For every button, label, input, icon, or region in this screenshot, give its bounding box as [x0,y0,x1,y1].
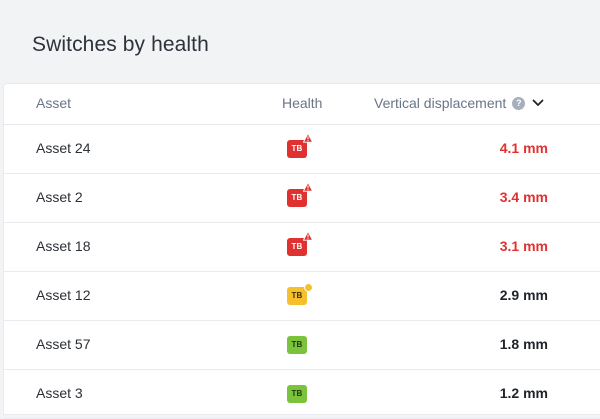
displacement-value: 2.9 mm [499,287,548,303]
page-title: Switches by health [32,33,209,56]
help-icon[interactable]: ? [512,96,526,110]
table-row[interactable]: Asset 57 TB 1.8 mm [4,321,600,370]
health-badge: TB [287,385,307,403]
health-badge: TB [287,189,307,207]
table-header: Asset Health Vertical displacement ? [4,84,600,125]
asset-name[interactable]: Asset 57 [36,336,91,352]
switches-table: Asset Health Vertical displacement ? Ass… [4,84,600,419]
health-indicator: TB [287,182,313,207]
health-indicator: TB [287,231,313,256]
displacement-value: 3.1 mm [499,238,548,254]
warning-icon [303,182,313,192]
column-header-vertical-displacement[interactable]: Vertical displacement ? [374,84,545,122]
table-row[interactable]: Asset 3 TB 1.2 mm [4,370,600,419]
table-row[interactable]: Asset 2 TB 3.4 mm [4,174,600,223]
status-dot-icon [304,283,313,292]
warning-icon [303,133,313,143]
asset-name[interactable]: Asset 24 [36,140,91,156]
asset-name[interactable]: Asset 18 [36,238,91,254]
health-badge: TB [287,287,307,305]
asset-name[interactable]: Asset 2 [36,189,83,205]
health-indicator: TB [287,133,313,158]
health-indicator: TB [287,336,309,354]
column-header-label: Vertical displacement [374,95,507,111]
displacement-value: 4.1 mm [499,140,548,156]
displacement-value: 1.2 mm [499,385,548,401]
table-row[interactable]: Asset 12 TB 2.9 mm [4,272,600,321]
asset-name[interactable]: Asset 12 [36,287,91,303]
column-header-asset[interactable]: Asset [36,95,72,111]
health-badge: TB [287,238,307,256]
health-badge: TB [287,140,307,158]
table-row[interactable]: Asset 24 TB 4.1 mm [4,125,600,174]
column-header-health[interactable]: Health [282,95,323,111]
warning-icon [303,231,313,241]
asset-name[interactable]: Asset 3 [36,385,83,401]
chevron-down-icon[interactable] [531,96,545,110]
displacement-value: 3.4 mm [499,189,548,205]
table-row[interactable]: Asset 18 TB 3.1 mm [4,223,600,272]
health-indicator: TB [287,385,309,403]
health-indicator: TB [287,283,313,305]
health-badge: TB [287,336,307,354]
displacement-value: 1.8 mm [499,336,548,352]
